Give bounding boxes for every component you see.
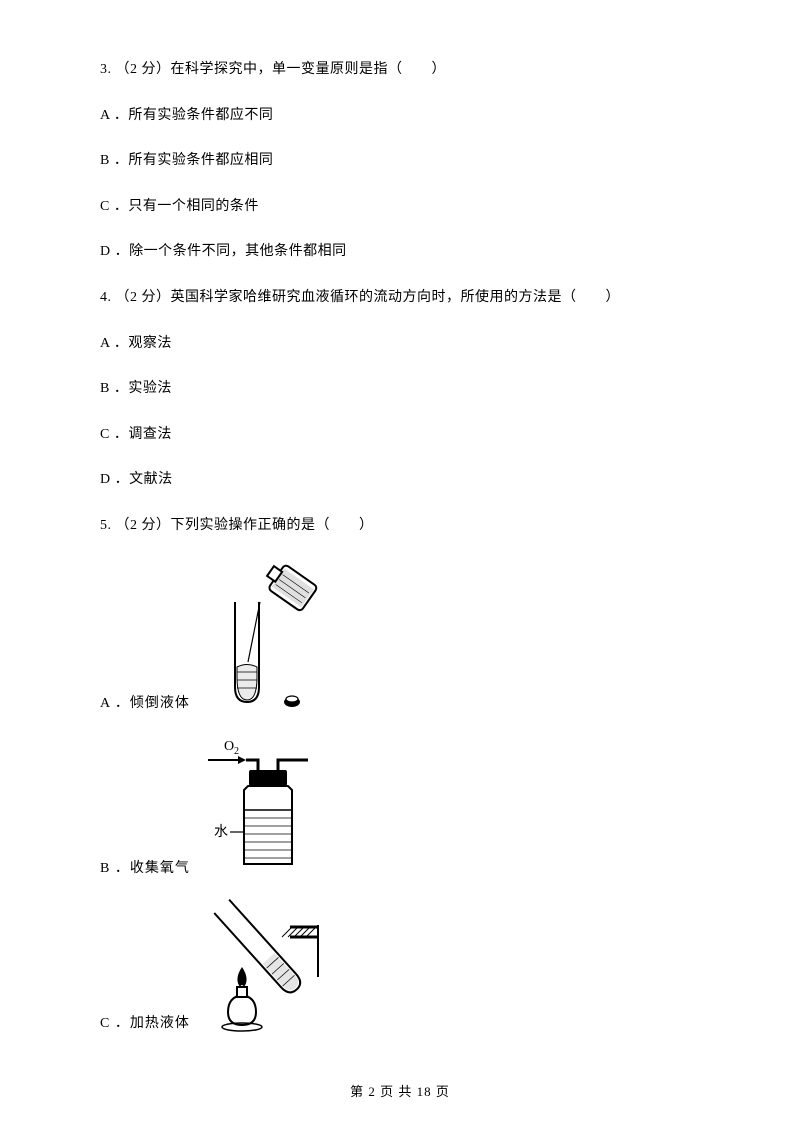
- svg-text:2: 2: [234, 746, 239, 757]
- page-footer: 第 2 页 共 18 页: [0, 1081, 800, 1100]
- q4-option-c: C ．调查法: [100, 425, 700, 445]
- q3-option-a: A ．所有实验条件都应不同: [100, 106, 700, 126]
- q3-option-c: C ．只有一个相同的条件: [100, 197, 700, 217]
- water-label: 水: [214, 824, 228, 840]
- q4-option-d: D ．文献法: [100, 470, 700, 490]
- q5-stem: 5. （2 分）下列实验操作正确的是（ ）: [100, 516, 700, 536]
- pouring-liquid-icon: [200, 562, 320, 712]
- collect-oxygen-icon: O 2: [200, 732, 330, 877]
- page-number: 第 2 页 共 18 页: [350, 1084, 450, 1099]
- q3-stem: 3. （2 分）在科学探究中，单一变量原则是指（ ）: [100, 60, 700, 80]
- q5-diagram-b: O 2: [200, 732, 330, 877]
- q5-option-c-row: C ．加热液体: [100, 897, 700, 1032]
- q4-option-b: B ．实验法: [100, 379, 700, 399]
- q5-option-a-row: A ．倾倒液体: [100, 562, 700, 712]
- page-content: 3. （2 分）在科学探究中，单一变量原则是指（ ） A ．所有实验条件都应不同…: [0, 0, 800, 1032]
- q5-option-b-label: B ．收集氧气: [100, 857, 190, 877]
- q5-diagram-a: [200, 562, 320, 712]
- q4-option-a: A ．观察法: [100, 334, 700, 354]
- o2-label: O: [224, 739, 234, 754]
- q3-option-d: D ．除一个条件不同，其他条件都相同: [100, 242, 700, 262]
- q5-option-a-label: A ．倾倒液体: [100, 692, 190, 712]
- q5-option-b-row: B ．收集氧气 O 2: [100, 732, 700, 877]
- q3-option-b: B ．所有实验条件都应相同: [100, 151, 700, 171]
- q5-option-c-label: C ．加热液体: [100, 1012, 190, 1032]
- heating-liquid-icon: [200, 897, 340, 1032]
- q5-diagram-c: [200, 897, 340, 1032]
- q4-stem: 4. （2 分）英国科学家哈维研究血液循环的流动方向时，所使用的方法是（ ）: [100, 288, 700, 308]
